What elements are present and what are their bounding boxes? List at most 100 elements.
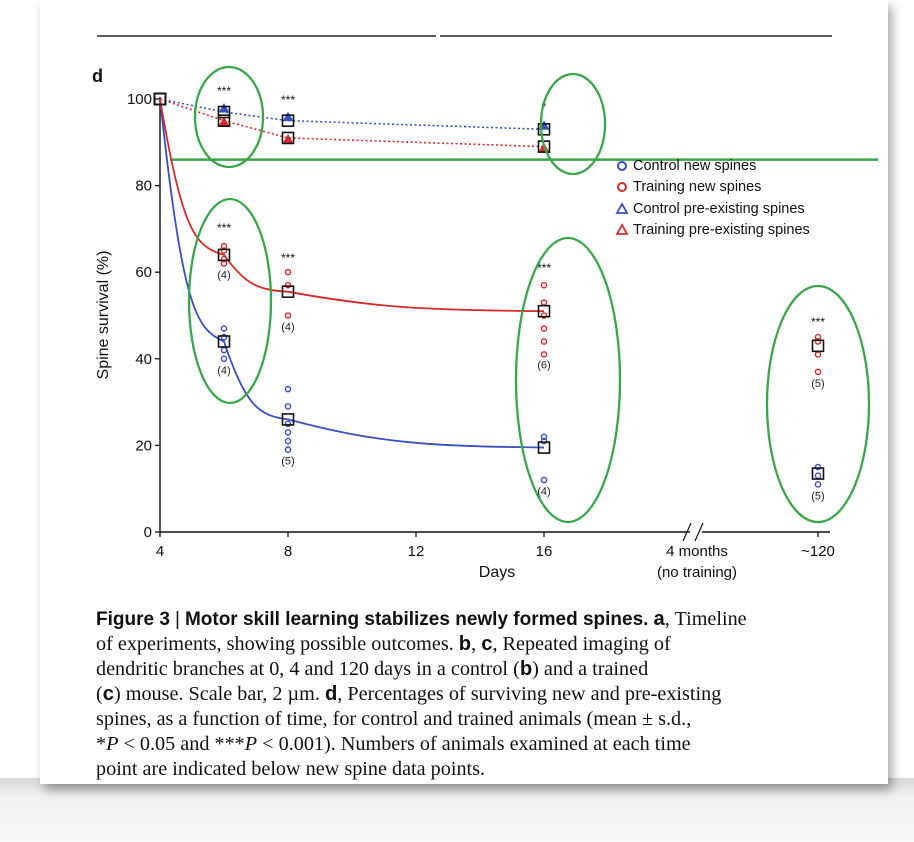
control-new-spine-point [284,446,292,454]
caption-line-3: dendritic branches at 0, 4 and 120 days … [96,657,886,682]
mean-square [153,92,167,106]
training-new-spine-point [284,281,292,289]
training-new-spine-point [814,338,822,345]
training-new-spine-point [540,338,548,345]
mean-square [811,467,825,480]
mean-square [537,441,551,454]
significance-pre-existing: *** [281,93,295,107]
y-tick-label: 40 [135,351,152,368]
control-new-spines-curve [159,98,545,449]
highlight-ellipse [514,236,622,524]
significance-new: *** [281,251,295,265]
training-new-spine-point [540,281,548,289]
training-pre-existing-point [282,133,294,144]
caption-line-4-open: ( [96,683,103,705]
axis-break-mark [694,522,704,542]
control-new-spine-point [814,472,822,480]
control-pre-existing-line [159,98,545,131]
caption-line-4: (c) mouse. Scale bar, 2 µm. d, Percentag… [96,682,886,707]
control-new-spine-point [284,420,292,428]
legend-label: Control new spines [633,158,756,174]
mean-square [217,114,231,127]
caption-p2: P [244,733,258,755]
significance-new: *** [217,221,231,235]
spine-survival-chart: d 0 20 40 60 80 100 Spine survival (%) 4 8 12 16 4 m… [92,35,878,581]
sample-size-label: (5) [811,490,824,502]
y-tick-label: 80 [135,178,152,195]
training-new-spine-point [284,268,292,276]
legend-label: Control pre-existing spines [633,201,805,217]
control-new-spine-point [220,325,228,332]
mean-square [217,105,231,119]
training-new-spine-point [540,312,548,319]
training-new-spine-point [284,312,292,319]
legend-label: Training pre-existing spines [633,222,810,238]
figure-page [40,0,888,784]
mean-square [281,114,295,127]
caption-line-5-text: spines, as a function of time, for contr… [96,708,692,730]
legend-marker-circle [617,161,627,171]
mean-square [811,339,825,353]
mean-square [217,335,231,348]
mean-square [217,248,231,262]
training-new-spine-point [540,351,548,358]
page-bottom-shadow [0,778,914,842]
axis-break-mark [682,522,692,542]
x-tick-label: 16 [536,543,553,560]
x-tick-label: 12 [408,543,425,560]
x-axis-label: Days [479,564,515,581]
control-new-spine-point [284,429,292,436]
caption-stat-star: * [96,733,107,755]
mean-square [281,285,295,298]
control-new-spine-point [540,437,548,445]
highlight-ellipse [765,284,871,524]
caption-line-7-text: point are indicated below new spine data… [96,758,486,780]
x-tick-label: 8 [284,543,292,560]
caption-d-text: , Percentages of surviving new and pre-e… [337,683,722,705]
caption-panel-d: d [324,683,338,705]
training-new-spines-curve [159,98,545,313]
control-new-spine-point [540,476,548,484]
caption-line-4-text: ) mouse. Scale bar, 2 µm. [113,683,320,705]
training-pre-existing-line [159,98,545,148]
caption-line-1: Figure 3 | Motor skill learning stabiliz… [96,607,886,632]
control-new-spine-point [284,403,292,410]
legend-marker-triangle [615,223,629,235]
caption-panel-c: c [481,633,493,655]
training-new-spine-point [220,247,228,254]
y-tick-label: 20 [135,437,152,454]
significance-new: *** [537,261,551,275]
sample-size-label: (4) [537,486,550,498]
caption-line-7: point are indicated below new spine data… [96,757,886,782]
mean-square [537,304,551,318]
caption-panel-c-ref: c [102,683,114,705]
legend-label: Training new spines [633,179,761,195]
control-new-spine-point [814,463,822,471]
caption-panel-b-ref: b [519,658,533,680]
training-new-spine-point [540,299,548,306]
caption-line-5: spines, as a function of time, for contr… [96,707,886,732]
figure-caption: Figure 3 | Motor skill learning stabiliz… [96,607,886,782]
caption-separator: | [174,609,180,630]
caption-bc-text: , Repeated imaging of [492,633,671,655]
caption-line-2: of experiments, showing possible outcome… [96,633,671,655]
control-new-spine-point [284,385,292,393]
mean-square [281,413,295,426]
y-tick-label: 100 [127,91,152,108]
highlight-ellipse [187,197,273,405]
training-new-spine-point [814,351,822,358]
panel-label: d [92,66,103,86]
caption-p1: P [106,733,119,755]
caption-line-6: *P < 0.05 and ***P < 0.001). Numbers of … [96,732,886,757]
highlight-ellipse [193,65,265,169]
legend-marker-circle [617,182,627,192]
sample-size-label: (4) [281,322,294,334]
caption-panel-b: b [458,633,472,655]
control-pre-existing-point [218,102,230,113]
training-new-spine-point [540,325,548,332]
control-new-spine-point [220,355,228,363]
sample-size-label: (4) [217,270,230,282]
sample-size-label: (5) [811,378,824,390]
mean-square [281,131,295,145]
figure-title: Motor skill learning stabilizes newly fo… [184,609,649,630]
